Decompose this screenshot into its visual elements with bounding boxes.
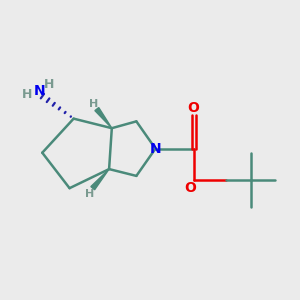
Polygon shape	[91, 169, 109, 190]
Text: H: H	[85, 189, 94, 199]
Polygon shape	[95, 108, 112, 128]
Text: H: H	[44, 78, 54, 91]
Text: N: N	[150, 142, 162, 156]
Text: H: H	[22, 88, 32, 100]
Text: N: N	[34, 84, 45, 98]
Text: H: H	[89, 99, 99, 109]
Text: O: O	[184, 181, 196, 195]
Text: O: O	[188, 101, 200, 115]
